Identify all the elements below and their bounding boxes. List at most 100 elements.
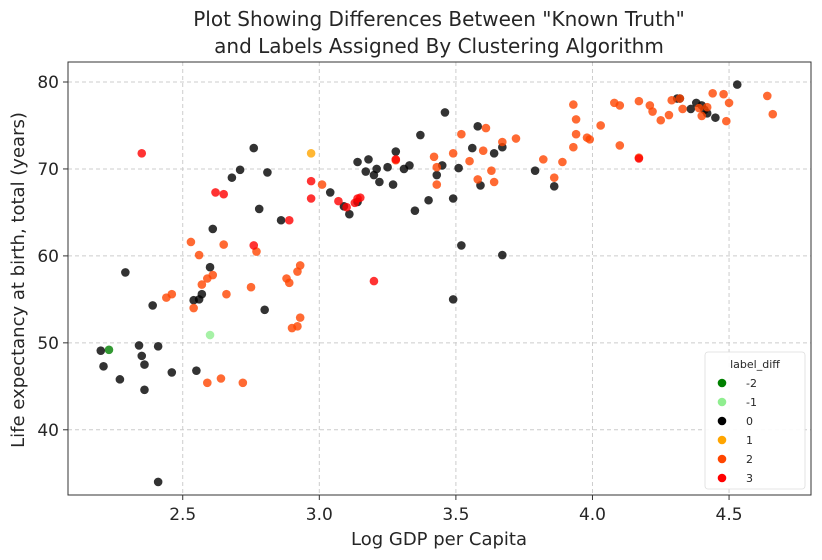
data-point — [722, 116, 731, 126]
legend-marker — [717, 378, 727, 388]
data-point — [634, 96, 644, 106]
data-point — [429, 152, 439, 162]
data-point — [216, 374, 226, 383]
data-point — [249, 241, 259, 250]
legend-title: label_diff — [730, 358, 780, 371]
data-point — [148, 301, 157, 310]
data-point — [353, 157, 362, 167]
plot-area-frame — [67, 61, 812, 496]
data-point — [186, 237, 196, 247]
data-point — [205, 330, 215, 340]
data-point — [391, 155, 401, 164]
legend-box — [704, 351, 806, 490]
data-point — [571, 129, 581, 139]
data-point — [121, 268, 130, 277]
data-point — [473, 122, 483, 131]
y-tick-label: 40 — [37, 421, 59, 441]
data-point — [465, 156, 474, 166]
data-point — [432, 170, 442, 180]
data-point — [153, 477, 163, 487]
legend: label_diff -2 -1 0 1 2 3 — [704, 351, 806, 490]
data-point — [440, 108, 450, 117]
data-point — [615, 101, 625, 110]
data-point — [355, 193, 365, 202]
data-point — [467, 143, 477, 153]
data-point — [364, 155, 373, 164]
legend-label: 2 — [746, 453, 753, 466]
x-tick-label: 4.5 — [716, 505, 743, 525]
data-point — [539, 155, 548, 164]
data-point — [391, 147, 401, 156]
legend-label: 0 — [746, 415, 753, 428]
legend-entries: -2 -1 0 1 2 3 — [717, 377, 757, 485]
data-point — [664, 110, 674, 120]
y-tick-label: 60 — [37, 247, 59, 267]
data-point — [388, 180, 398, 189]
data-point — [219, 240, 229, 249]
data-point — [549, 173, 559, 182]
data-point — [454, 163, 463, 173]
data-point — [208, 224, 218, 234]
x-axis-ticks: 2.5 3.0 3.5 4.0 4.5 — [169, 495, 743, 525]
data-point — [383, 162, 392, 172]
data-point — [194, 250, 204, 260]
data-point — [197, 289, 207, 299]
chart-title-line-2: and Labels Assigned By Clustering Algori… — [214, 34, 664, 58]
data-point — [656, 115, 666, 125]
data-point — [489, 177, 499, 187]
y-tick-label: 70 — [37, 160, 59, 180]
data-point — [375, 177, 384, 187]
data-point — [571, 115, 581, 124]
data-point — [211, 188, 220, 197]
data-point — [708, 89, 717, 98]
data-point — [648, 107, 657, 116]
data-point — [667, 95, 676, 105]
data-point — [448, 295, 458, 304]
data-point — [235, 165, 245, 175]
data-point — [260, 305, 269, 315]
data-point — [768, 109, 778, 119]
data-point — [424, 195, 433, 205]
data-point — [317, 180, 327, 189]
data-point — [306, 194, 316, 203]
data-point — [345, 209, 354, 219]
data-point — [530, 166, 540, 175]
data-point — [724, 98, 734, 108]
data-point — [254, 204, 264, 214]
data-point — [205, 262, 215, 272]
data-point — [697, 111, 707, 121]
data-point — [549, 182, 559, 191]
data-point — [246, 282, 256, 292]
data-point — [432, 180, 442, 189]
data-point — [295, 313, 305, 322]
data-point — [478, 146, 488, 155]
x-axis-label: Log GDP per Capita — [351, 529, 527, 550]
data-point — [342, 202, 351, 212]
data-point — [457, 241, 466, 250]
data-point — [702, 102, 712, 112]
data-point — [634, 154, 644, 163]
legend-marker — [717, 473, 727, 483]
legend-label: 3 — [746, 472, 753, 485]
data-point — [293, 322, 302, 331]
x-tick-label: 3.0 — [306, 505, 333, 525]
data-point — [153, 342, 163, 351]
data-point — [481, 123, 491, 133]
data-point — [115, 375, 125, 384]
legend-label: 1 — [746, 434, 753, 447]
data-point — [140, 385, 149, 395]
data-point — [432, 162, 442, 172]
data-point — [137, 148, 147, 158]
data-point — [405, 161, 414, 170]
legend-marker — [717, 416, 727, 426]
y-axis-ticks: 40 50 60 70 80 — [37, 73, 68, 441]
x-tick-label: 3.5 — [442, 505, 469, 525]
data-point — [222, 289, 231, 299]
data-point — [137, 351, 147, 361]
data-point — [511, 134, 521, 143]
data-point — [167, 368, 177, 377]
data-point — [686, 104, 696, 114]
data-point — [325, 188, 335, 197]
data-point — [306, 148, 316, 158]
y-tick-label: 50 — [37, 334, 59, 354]
